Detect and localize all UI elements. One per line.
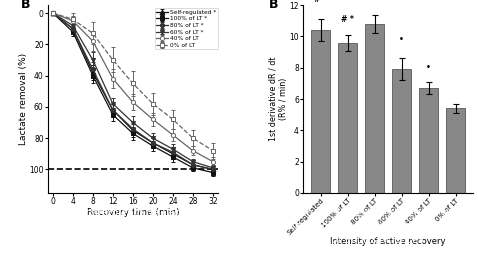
X-axis label: Recovery time (min): Recovery time (min) — [87, 207, 179, 217]
Bar — [338, 43, 357, 193]
Bar — [419, 88, 438, 193]
Legend: Self-regulated *, 100% of LT *, 80% of LT *, 60% of LT *, 40% of LT, 0% of LT: Self-regulated *, 100% of LT *, 80% of L… — [154, 8, 218, 49]
Text: B: B — [269, 0, 279, 11]
Bar — [392, 69, 412, 193]
Text: •: • — [399, 35, 404, 44]
Text: •: • — [426, 63, 431, 73]
Y-axis label: 1st derivative dR / dt
(R% / min): 1st derivative dR / dt (R% / min) — [269, 57, 288, 141]
Text: B: B — [21, 0, 30, 11]
Text: Graficos de Aclaramiento de Lactato, del estudio publicado por Menzies y col. co: Graficos de Aclaramiento de Lactato, del… — [17, 208, 478, 245]
Bar — [365, 24, 384, 193]
Text: # *: # * — [314, 0, 327, 4]
Y-axis label: Lactate removal (%): Lactate removal (%) — [19, 53, 28, 145]
Text: # *: # * — [341, 15, 354, 24]
X-axis label: Intensity of active recovery: Intensity of active recovery — [330, 237, 446, 246]
Bar — [446, 108, 466, 193]
Bar — [311, 30, 330, 193]
Text: # *: # * — [368, 0, 381, 2]
